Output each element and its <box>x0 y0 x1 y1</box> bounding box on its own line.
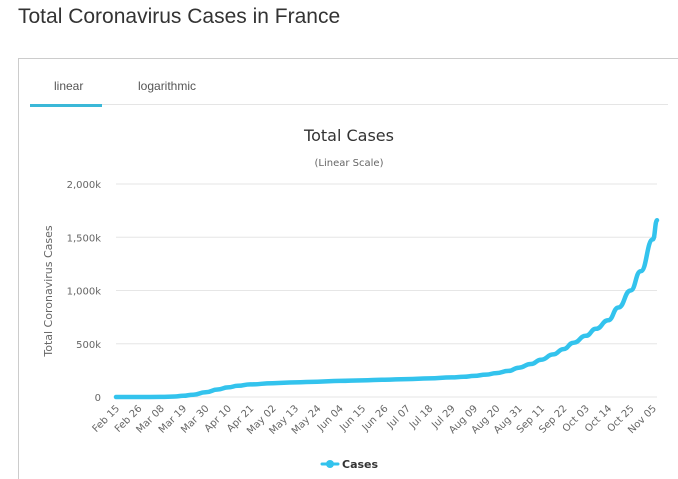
scale-tabs: linear logarithmic <box>30 59 668 107</box>
series-line-cases[interactable] <box>113 217 660 400</box>
chart-panel: linear logarithmic <box>18 58 678 479</box>
tab-logarithmic[interactable]: logarithmic <box>138 79 197 93</box>
y-tick-label: 0 <box>95 393 101 404</box>
page-title: Total Coronavirus Cases in France <box>18 5 341 28</box>
chart-subtitle: (Linear Scale) <box>315 158 384 169</box>
legend-label-cases: Cases <box>342 458 379 471</box>
active-tab-indicator <box>30 104 102 107</box>
y-tick-label: 500k <box>76 340 101 351</box>
x-tick-label: Jul 07 <box>385 403 413 431</box>
legend[interactable]: Cases <box>320 458 379 471</box>
chart-title: Total Cases <box>303 126 394 145</box>
x-tick-label: Jul 18 <box>407 403 435 431</box>
y-tick-label: 2,000k <box>67 180 102 191</box>
y-tick-label: 1,500k <box>67 233 102 244</box>
y-axis-title: Total Coronavirus Cases <box>42 225 55 358</box>
y-axis-ticks: 0 500k 1,000k 1,500k 2,000k <box>67 180 102 404</box>
legend-swatch-marker <box>326 460 334 468</box>
series-layer <box>113 217 660 400</box>
gridlines <box>116 183 657 398</box>
tab-linear[interactable]: linear <box>54 79 84 93</box>
y-tick-label: 1,000k <box>67 287 102 298</box>
